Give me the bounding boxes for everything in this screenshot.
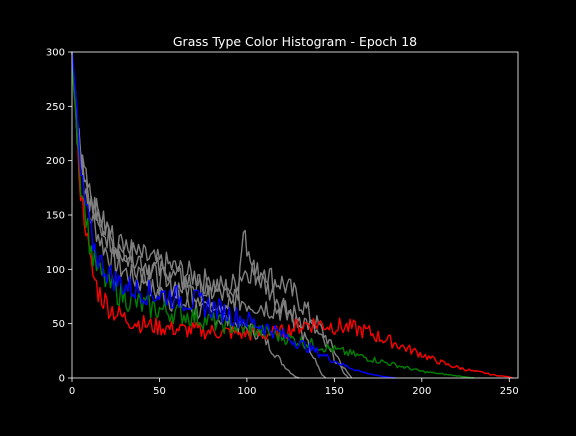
- chart-title: Grass Type Color Histogram - Epoch 18: [173, 34, 417, 49]
- series-line-gray-1: [71, 51, 353, 379]
- x-tick-label: 150: [325, 386, 344, 397]
- x-tick-label: 0: [69, 386, 75, 397]
- y-tick-label: 250: [46, 102, 65, 113]
- series-line-gray-2: [71, 51, 327, 379]
- y-tick-label: 200: [46, 156, 65, 167]
- y-tick-label: 50: [52, 319, 65, 330]
- series-line-red-4: [71, 51, 514, 379]
- y-tick-label: 150: [46, 211, 65, 222]
- series-lines: [71, 51, 514, 379]
- y-axis-ticks: 0 50 100 150 200 250 300: [46, 48, 72, 385]
- x-tick-label: 200: [412, 386, 431, 397]
- x-tick-label: 250: [500, 386, 519, 397]
- x-tick-label: 100: [237, 386, 256, 397]
- y-tick-label: 300: [46, 48, 65, 59]
- y-tick-label: 0: [59, 374, 65, 385]
- series-line-gray-3: [71, 51, 349, 379]
- y-tick-label: 100: [46, 265, 65, 276]
- series-line-blue-6: [71, 51, 396, 379]
- x-tick-label: 50: [153, 386, 166, 397]
- x-axis-ticks: 0 50 100 150 200 250: [69, 378, 519, 397]
